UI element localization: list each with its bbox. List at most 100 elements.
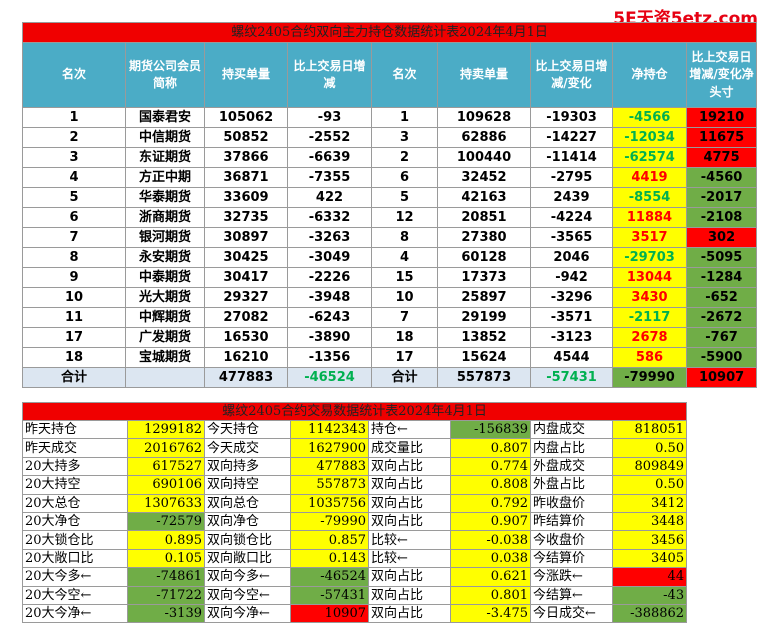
value-cell: 0.907 <box>450 511 531 532</box>
cell: 4419 <box>612 167 687 188</box>
value-cell: 690106 <box>127 475 205 495</box>
value-cell: 0.105 <box>127 548 205 569</box>
cell: 11675 <box>685 127 758 148</box>
cell: 1 <box>371 107 438 128</box>
data-row: 昨天持仓 1299182 今天持仓 1142343 持仓← -156839 内盘成交 8180… <box>22 419 688 440</box>
header-cell: 净持仓 <box>612 42 687 108</box>
label-cell: 双向敞口比 <box>204 548 291 569</box>
cell: 16210 <box>204 347 288 368</box>
label-cell: 双向占比 <box>368 567 451 587</box>
label-cell: 20大锁仓比 <box>22 530 128 550</box>
label-cell: 今日成交← <box>530 603 613 624</box>
cell: -3123 <box>530 327 613 348</box>
header-cell: 持买单量 <box>204 42 288 108</box>
label-cell: 持仓← <box>368 419 451 440</box>
title-row: 螺纹2405合约交易数据统计表2024年4月1日 <box>21 402 688 421</box>
data-row: 4 方正中期 36871 -7355 6 32452 -2795 4419 -4560 <box>22 167 758 188</box>
cell: 2439 <box>530 187 613 208</box>
cell: 2 <box>371 147 438 168</box>
label-cell: 双向占比 <box>368 493 451 513</box>
cell: 18 <box>22 347 126 368</box>
label-cell: 内盘占比 <box>530 438 613 458</box>
header-cell: 比上交易日增减 <box>287 42 372 108</box>
data-row: 20大敞口比 0.105 双向敞口比 0.143 比较← 0.038 今结算价 3405 <box>22 548 688 569</box>
value-cell: 0.621 <box>450 567 531 587</box>
cell: 2 <box>22 127 126 148</box>
cell: -3571 <box>530 307 613 328</box>
value-cell: 0.50 <box>611 475 688 495</box>
title-row: 螺纹2405合约双向主力持仓数据统计表2024年4月1日 <box>21 22 758 43</box>
value-cell: -74861 <box>127 567 205 587</box>
cell: 7 <box>22 227 126 248</box>
data-row: 20大总仓 1307633 双向总仓 1035756 双向占比 0.792 昨收盘价 3412 <box>22 493 688 513</box>
value-cell: 818051 <box>611 419 688 440</box>
cell: -3890 <box>287 327 372 348</box>
data-row: 18 宝城期货 16210 -1356 17 15624 4544 586 -5900 <box>22 347 758 368</box>
label-cell: 20大净仓 <box>22 511 128 532</box>
cell: 50852 <box>204 127 288 148</box>
cell: -4224 <box>530 207 613 228</box>
label-cell: 20大今空← <box>22 585 128 605</box>
value-cell: 0.50 <box>611 438 688 458</box>
value-cell: -79990 <box>290 511 369 532</box>
cell: 5 <box>371 187 438 208</box>
label-cell: 双向锁仓比 <box>204 530 291 550</box>
cell: 12 <box>371 207 438 228</box>
value-cell: 10907 <box>290 603 369 624</box>
cell: 30897 <box>204 227 288 248</box>
label-cell: 今结算← <box>530 585 613 605</box>
cell: 5 <box>22 187 126 208</box>
data-row: 6 浙商期货 32735 -6332 12 20851 -4224 11884 -2108 <box>22 207 758 228</box>
cell: 2678 <box>612 327 687 348</box>
cell: 105062 <box>204 107 288 128</box>
total-sell: 557873 <box>437 367 531 388</box>
data-row: 20大净仓 -72579 双向净仓 -79990 双向占比 0.907 昨结算价 3448 <box>22 511 688 532</box>
label-cell: 今天持仓 <box>204 419 291 440</box>
cell: 109628 <box>437 107 531 128</box>
cell: 华泰期货 <box>125 187 205 208</box>
label-cell: 双向总仓 <box>204 493 291 513</box>
value-cell: -388862 <box>611 603 688 624</box>
cell: 方正中期 <box>125 167 205 188</box>
label-cell: 20大今净← <box>22 603 128 624</box>
label-cell: 昨收盘价 <box>530 493 613 513</box>
value-cell: -46524 <box>290 567 369 587</box>
cell: 17373 <box>437 267 531 288</box>
label-cell: 20大今多← <box>22 567 128 587</box>
value-cell: 0.808 <box>450 475 531 495</box>
cell: 1 <box>22 107 126 128</box>
value-cell: 809849 <box>611 456 688 477</box>
cell: 27380 <box>437 227 531 248</box>
cell: 33609 <box>204 187 288 208</box>
label-cell: 今涨跌← <box>530 567 613 587</box>
header-row: 名次 期货公司会员简称 持买单量 比上交易日增减 名次 持卖单量 比上交易日增减/变化 净持仓… <box>22 42 758 108</box>
cell: -6243 <box>287 307 372 328</box>
value-cell: 3456 <box>611 530 688 550</box>
value-cell: 0.857 <box>290 530 369 550</box>
cell: 7 <box>371 307 438 328</box>
label-cell: 20大持多 <box>22 456 128 477</box>
cell: 10 <box>22 287 126 308</box>
value-cell: 0.801 <box>450 585 531 605</box>
cell: -2672 <box>685 307 758 328</box>
header-cell: 持卖单量 <box>437 42 531 108</box>
cell: -3948 <box>287 287 372 308</box>
value-cell: 1627900 <box>290 438 369 458</box>
label-cell: 双向持空 <box>204 475 291 495</box>
value-cell: 0.143 <box>290 548 369 569</box>
cell: 32452 <box>437 167 531 188</box>
cell: 19210 <box>685 107 758 128</box>
label-cell: 双向占比 <box>368 603 451 624</box>
label-cell: 内盘成交 <box>530 419 613 440</box>
cell: 29199 <box>437 307 531 328</box>
label-cell: 今收盘价 <box>530 530 613 550</box>
cell: 20851 <box>437 207 531 228</box>
total-buy-change: -46524 <box>287 367 372 388</box>
cell: 17 <box>371 347 438 368</box>
cell: 30417 <box>204 267 288 288</box>
cell: 4544 <box>530 347 613 368</box>
cell: 东证期货 <box>125 147 205 168</box>
cell: -1356 <box>287 347 372 368</box>
cell: -2795 <box>530 167 613 188</box>
total-label: 合计 <box>371 367 438 388</box>
